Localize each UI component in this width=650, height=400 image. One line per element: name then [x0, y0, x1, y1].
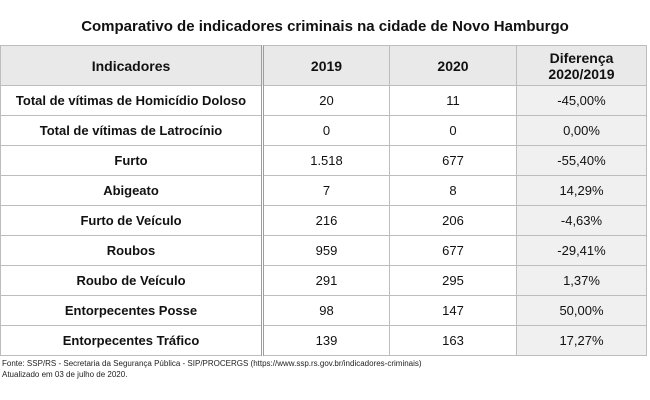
difference-cell: -55,40%: [516, 145, 647, 176]
difference-cell: 17,27%: [516, 325, 647, 356]
value-2020-cell: 8: [389, 175, 517, 206]
table-row: Total de vítimas de Homicídio Doloso 20 11…: [0, 85, 647, 116]
value-2019-cell: 98: [262, 295, 390, 326]
header-2019: 2019: [262, 45, 390, 86]
header-2020: 2020: [389, 45, 517, 86]
value-2019-cell: 7: [262, 175, 390, 206]
header-difference-line2: 2020/2019: [548, 65, 615, 82]
difference-cell: -45,00%: [516, 85, 647, 116]
value-2020-cell: 11: [389, 85, 517, 116]
indicator-cell: Total de vítimas de Homicídio Doloso: [0, 85, 264, 116]
indicator-cell: Total de vítimas de Latrocínio: [0, 115, 264, 146]
table-header-row: Indicadores 2019 2020 Diferença 2020/201…: [0, 45, 647, 86]
value-2019-cell: 1.518: [262, 145, 390, 176]
difference-cell: -29,41%: [516, 235, 647, 266]
value-2020-cell: 206: [389, 205, 517, 236]
value-2019-cell: 0: [262, 115, 390, 146]
value-2019-cell: 216: [262, 205, 390, 236]
source-text: Fonte: SSP/RS - Secretaria da Segurança …: [2, 359, 422, 368]
indicator-cell: Roubo de Veículo: [0, 265, 264, 296]
crime-indicators-table: Indicadores 2019 2020 Diferença 2020/201…: [0, 45, 647, 356]
indicator-cell: Entorpecentes Posse: [0, 295, 264, 326]
value-2020-cell: 0: [389, 115, 517, 146]
value-2019-cell: 20: [262, 85, 390, 116]
value-2020-cell: 147: [389, 295, 517, 326]
table-row: Abigeato 7 8 14,29%: [0, 175, 647, 206]
indicator-cell: Furto: [0, 145, 264, 176]
value-2020-cell: 677: [389, 145, 517, 176]
source-note: Fonte: SSP/RS - Secretaria da Segurança …: [2, 358, 422, 380]
difference-cell: 1,37%: [516, 265, 647, 296]
value-2019-cell: 291: [262, 265, 390, 296]
table-row: Roubo de Veículo 291 295 1,37%: [0, 265, 647, 296]
value-2020-cell: 163: [389, 325, 517, 356]
header-difference-line1: Diferença: [549, 49, 614, 66]
updated-text: Atualizado em 03 de julho de 2020.: [2, 370, 128, 379]
table-title: Comparativo de indicadores criminais na …: [81, 18, 569, 35]
value-2020-cell: 677: [389, 235, 517, 266]
value-2019-cell: 959: [262, 235, 390, 266]
table-row: Entorpecentes Tráfico 139 163 17,27%: [0, 325, 647, 356]
table-row: Furto 1.518 677 -55,40%: [0, 145, 647, 176]
table-row: Total de vítimas de Latrocínio 0 0 0,00%: [0, 115, 647, 146]
difference-cell: -4,63%: [516, 205, 647, 236]
table-row: Entorpecentes Posse 98 147 50,00%: [0, 295, 647, 326]
header-indicators: Indicadores: [0, 45, 264, 86]
header-difference: Diferença 2020/2019: [516, 45, 647, 86]
indicator-cell: Roubos: [0, 235, 264, 266]
value-2019-cell: 139: [262, 325, 390, 356]
indicator-cell: Abigeato: [0, 175, 264, 206]
indicator-cell: Furto de Veículo: [0, 205, 264, 236]
table-row: Roubos 959 677 -29,41%: [0, 235, 647, 266]
difference-cell: 50,00%: [516, 295, 647, 326]
value-2020-cell: 295: [389, 265, 517, 296]
difference-cell: 0,00%: [516, 115, 647, 146]
indicator-cell: Entorpecentes Tráfico: [0, 325, 264, 356]
difference-cell: 14,29%: [516, 175, 647, 206]
table-row: Furto de Veículo 216 206 -4,63%: [0, 205, 647, 236]
